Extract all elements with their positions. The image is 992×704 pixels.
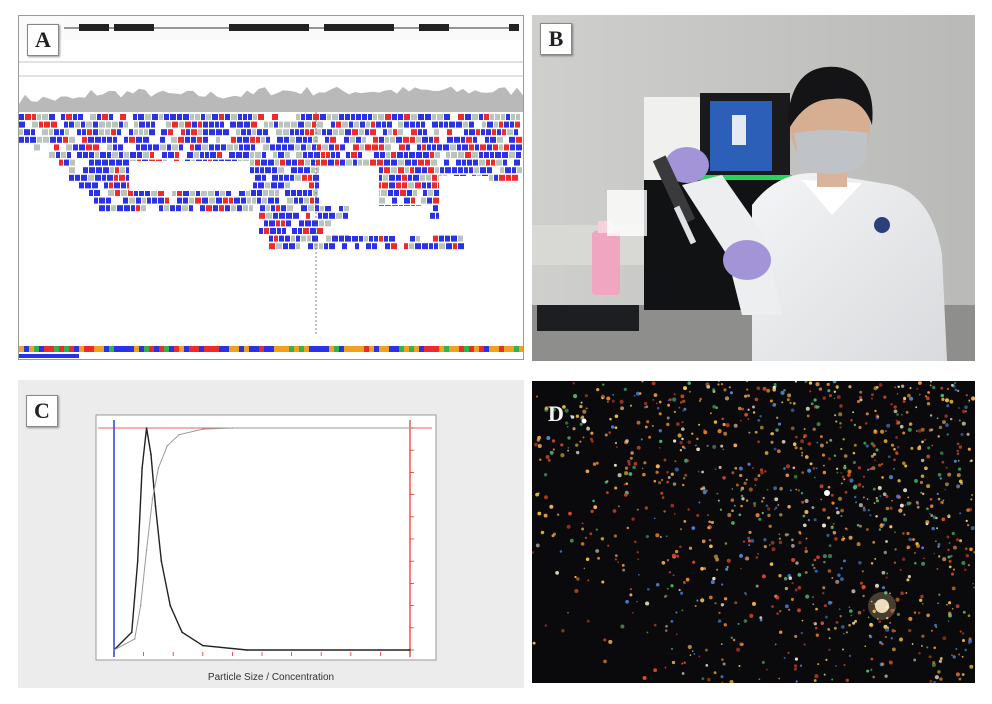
series-point bbox=[231, 427, 234, 429]
series-point bbox=[169, 604, 172, 607]
series-point bbox=[139, 604, 142, 607]
series-point bbox=[145, 427, 148, 429]
series-point bbox=[141, 467, 143, 469]
series-point bbox=[202, 644, 204, 647]
series-point bbox=[178, 433, 180, 436]
panel-a-label: A bbox=[27, 24, 59, 56]
series-point bbox=[113, 649, 115, 651]
panel-c-particle-chart: Particle Size / Concentration C bbox=[18, 380, 524, 688]
series-point bbox=[409, 427, 411, 429]
panel-b-researcher-photo: B bbox=[532, 15, 975, 361]
darkfield-particles bbox=[532, 381, 975, 683]
series-point bbox=[157, 467, 160, 469]
panel-d-darkfield-image: D bbox=[532, 381, 975, 683]
particle-size-chart bbox=[95, 414, 437, 661]
chart-plot-area bbox=[95, 414, 437, 661]
series-point bbox=[181, 631, 183, 634]
read-alignment-view bbox=[19, 16, 523, 358]
series-point bbox=[150, 453, 152, 456]
series-point bbox=[409, 649, 411, 651]
series-point bbox=[166, 444, 169, 447]
researcher-photo bbox=[532, 15, 975, 361]
series-point bbox=[133, 638, 136, 640]
series-point bbox=[202, 428, 204, 430]
chart-x-axis-label: Particle Size / Concentration bbox=[207, 672, 335, 683]
series-point bbox=[160, 560, 163, 562]
series-point bbox=[151, 498, 154, 500]
chart-series-group bbox=[113, 427, 411, 651]
series-point bbox=[145, 549, 148, 551]
panel-c-label: C bbox=[26, 395, 58, 427]
series-point bbox=[130, 631, 133, 634]
panel-d-label: D bbox=[548, 401, 564, 426]
series-point bbox=[154, 504, 157, 507]
series-point bbox=[136, 560, 139, 562]
panel-b-label: B bbox=[540, 23, 572, 55]
series-point bbox=[246, 649, 248, 651]
panel-a-read-alignment: A bbox=[18, 15, 524, 360]
